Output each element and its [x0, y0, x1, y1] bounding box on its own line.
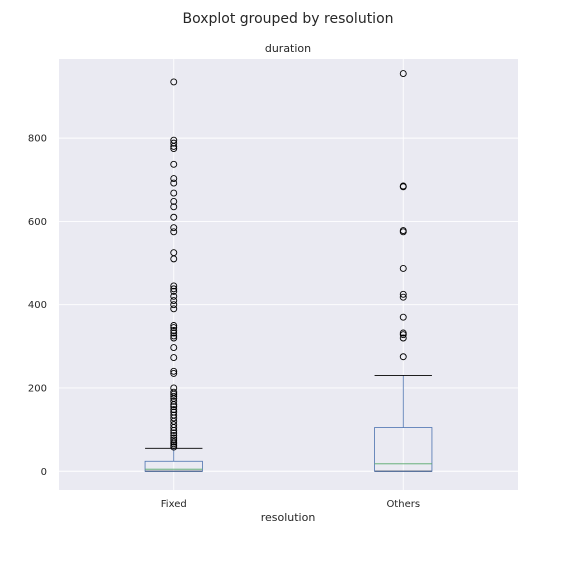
outlier-point — [170, 427, 178, 434]
outlier-point — [399, 265, 407, 272]
y-axis-ticks: 0 200 400 600 800 — [28, 134, 47, 478]
outlier-point — [170, 305, 178, 313]
box-group — [144, 70, 433, 472]
x-tick-label: Others — [386, 499, 420, 510]
y-tick-label: 200 — [28, 383, 47, 394]
outlier-point — [170, 414, 178, 422]
outlier-point — [170, 329, 178, 337]
iqr-box — [144, 460, 203, 472]
outlier-point — [170, 390, 178, 398]
x-axis-label: resolution — [261, 511, 316, 524]
outlier-point — [399, 334, 407, 342]
outlier-point — [170, 429, 178, 437]
y-tick-label: 600 — [28, 217, 47, 228]
outlier-point — [170, 327, 178, 334]
outlier-point — [170, 285, 178, 293]
outlier-point — [399, 293, 407, 301]
outlier-point — [170, 324, 178, 332]
x-tick-label: Fixed — [161, 499, 187, 510]
y-tick-label: 400 — [28, 300, 47, 311]
outlier-point — [399, 313, 407, 321]
x-axis-ticks: Fixed Others — [161, 499, 420, 510]
plot-area — [59, 59, 518, 490]
outlier-point — [399, 228, 407, 236]
outlier-point — [170, 332, 178, 340]
outlier-point — [170, 160, 178, 168]
outlier-point — [170, 406, 178, 414]
outlier-point — [170, 397, 178, 405]
outlier-point — [170, 292, 178, 300]
outlier-point — [170, 301, 178, 309]
outlier-point — [170, 344, 178, 352]
outlier-point — [170, 334, 178, 342]
outlier-point — [170, 403, 178, 411]
y-tick-label: 800 — [28, 134, 47, 145]
outlier-point — [170, 213, 178, 221]
outlier-point — [170, 282, 178, 290]
outlier-point — [170, 197, 178, 205]
y-tick-label: 0 — [41, 467, 47, 478]
outlier-point — [170, 78, 178, 86]
outlier-point — [170, 189, 178, 197]
outlier-point — [170, 443, 178, 451]
outlier-point — [170, 354, 178, 362]
outlier-point — [170, 255, 178, 263]
outlier-point — [170, 228, 178, 236]
outlier-point — [170, 145, 178, 152]
outlier-point — [399, 353, 407, 361]
chart-suptitle: Boxplot grouped by resolution — [182, 11, 393, 27]
outlier-point — [170, 287, 178, 295]
iqr-box — [374, 427, 433, 472]
chart-title: duration — [265, 42, 311, 55]
outlier-point — [170, 431, 178, 439]
outlier-point — [170, 424, 178, 431]
outlier-point — [170, 142, 178, 150]
outlier-point — [170, 436, 178, 444]
outlier-point — [170, 139, 178, 147]
outlier-point — [170, 392, 178, 400]
outlier-point — [170, 322, 178, 329]
outlier-point — [170, 367, 178, 375]
outlier-point — [170, 297, 178, 304]
grid-lines — [59, 59, 518, 490]
outlier-point — [399, 331, 407, 339]
outlier-point — [170, 224, 178, 232]
outlier-point — [170, 203, 178, 211]
outlier-point — [170, 179, 178, 187]
outlier-point — [399, 70, 407, 78]
outlier-point — [170, 401, 178, 409]
outlier-point — [399, 290, 407, 298]
outlier-point — [170, 175, 178, 182]
box-others — [374, 70, 433, 472]
outlier-point — [170, 369, 178, 377]
outlier-point — [399, 183, 407, 191]
box-fixed — [144, 78, 203, 472]
